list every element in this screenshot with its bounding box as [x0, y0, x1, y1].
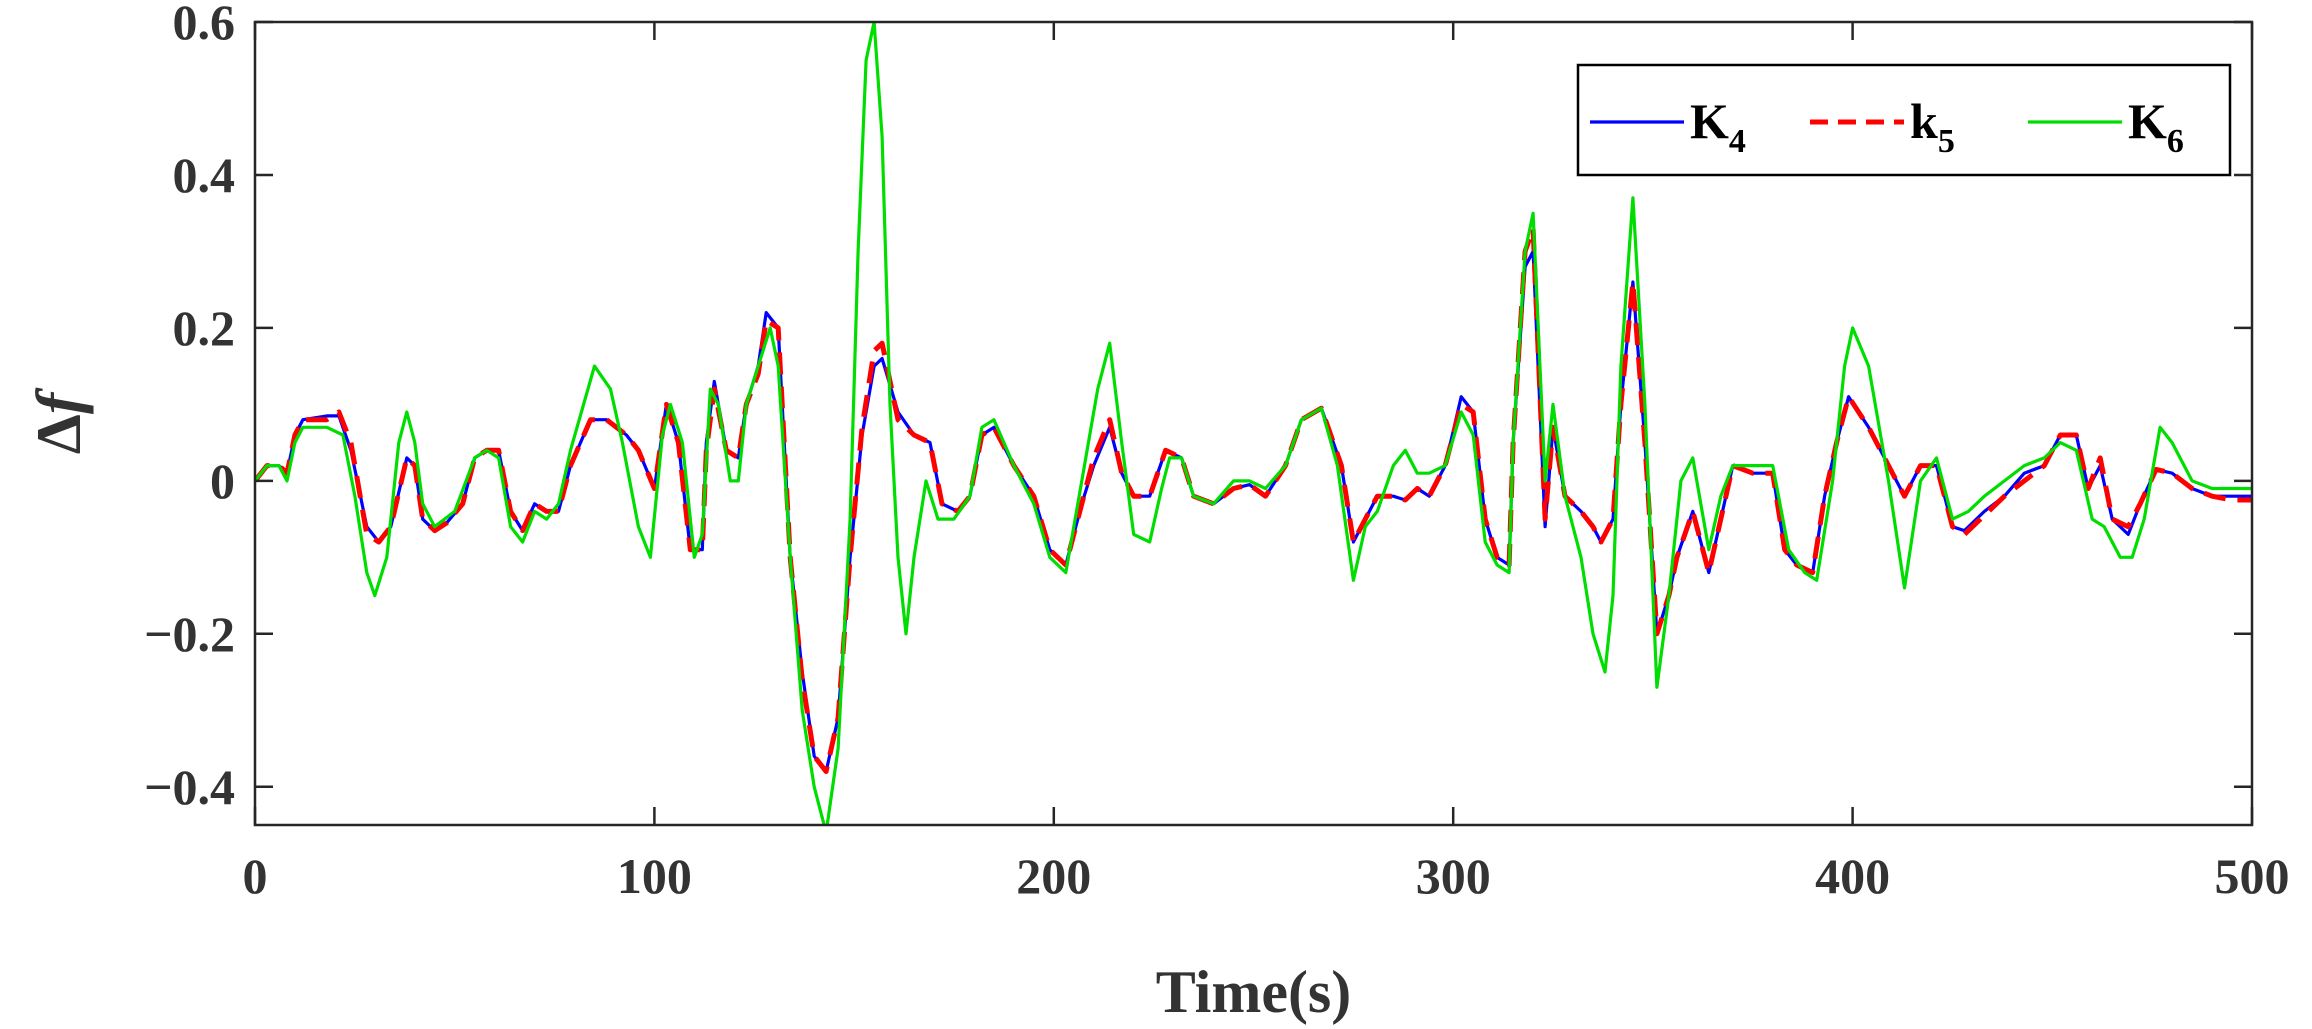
legend-label: K4 [1690, 93, 1746, 160]
y-tick-label: 0.2 [173, 300, 236, 356]
y-tick-label: −0.2 [144, 606, 235, 662]
x-tick-label: 300 [1416, 848, 1491, 904]
axes [253, 20, 2254, 827]
y-tick-label: 0.4 [173, 147, 236, 203]
axes-frame [253, 20, 2254, 827]
x-tick-label: 100 [617, 848, 692, 904]
legend-label: K6 [2128, 93, 2184, 160]
legend-label: k5 [1910, 93, 1955, 160]
y-tick-label: 0 [210, 453, 235, 509]
series-layer [255, 22, 2252, 825]
y-tick-label: −0.4 [144, 759, 235, 815]
tick-labels: 0 100 200 300 400 500 −0.4 −0.2 0 0.2 0.4 0.6 [144, 0, 2290, 904]
y-axis-label-symbol: Δ [23, 414, 94, 454]
x-axis-label: Time(s) [1156, 959, 1352, 1025]
x-tick-label: 0 [243, 848, 268, 904]
legend: K4 k5 K6 [1576, 63, 2232, 177]
x-tick-label: 200 [1016, 848, 1091, 904]
x-tick-label: 400 [1815, 848, 1890, 904]
y-axis-label-variable: f [23, 387, 94, 414]
y-axis-label: Δf [23, 387, 94, 454]
series-line-k6 [255, 22, 2252, 825]
y-tick-label: 0.6 [173, 0, 236, 50]
x-tick-label: 500 [2215, 848, 2290, 904]
